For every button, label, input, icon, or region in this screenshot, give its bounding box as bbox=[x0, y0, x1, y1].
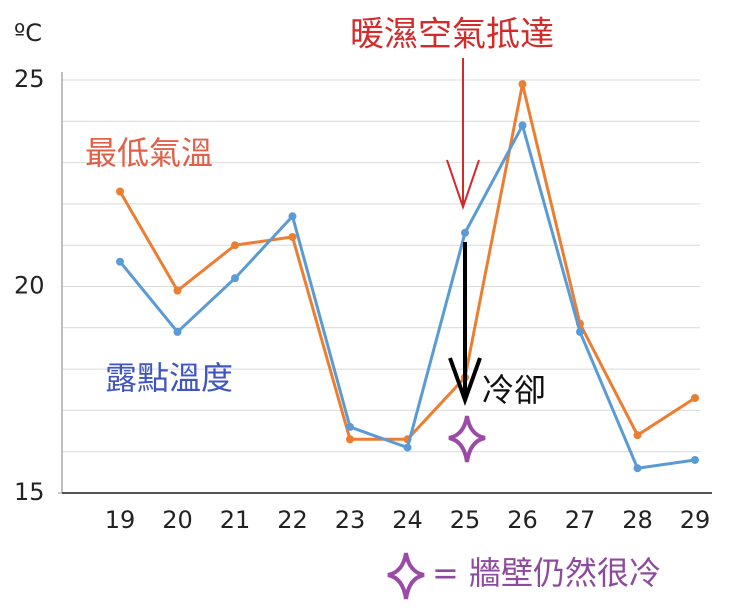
data-point bbox=[288, 232, 297, 241]
unit-label: ºC bbox=[14, 19, 42, 47]
star-marker bbox=[448, 415, 486, 463]
data-point bbox=[576, 327, 584, 336]
y-tick-label: 25 bbox=[14, 65, 45, 93]
data-point bbox=[691, 455, 699, 464]
x-tick-label: 29 bbox=[680, 506, 711, 534]
data-point bbox=[403, 443, 412, 452]
x-tick-label: 24 bbox=[392, 506, 423, 534]
warm-arrowhead bbox=[446, 159, 480, 211]
data-point bbox=[691, 394, 699, 403]
x-tick-label: 23 bbox=[335, 506, 366, 534]
overlay bbox=[387, 58, 486, 600]
data-point bbox=[231, 241, 239, 250]
annotation-warm: 暖濕空氣抵達 bbox=[350, 15, 554, 55]
data-point bbox=[346, 422, 354, 431]
x-tick-label: 22 bbox=[277, 506, 308, 534]
y-tick-label: 20 bbox=[14, 272, 45, 300]
data-point bbox=[633, 464, 642, 473]
data-point bbox=[633, 431, 642, 440]
legend-text: = 牆壁仍然很冷 bbox=[432, 554, 661, 592]
data-point bbox=[173, 286, 182, 295]
x-tick-label: 28 bbox=[622, 506, 653, 534]
y-tick-label: 15 bbox=[14, 478, 45, 506]
data-point bbox=[173, 327, 182, 336]
data-point bbox=[116, 257, 124, 266]
data-point bbox=[116, 187, 124, 196]
x-tick-label: 25 bbox=[450, 506, 481, 534]
series-line bbox=[118, 121, 696, 470]
series-label: 露點溫度 bbox=[105, 359, 233, 397]
data-point bbox=[518, 80, 527, 89]
x-tick-label: 19 bbox=[105, 506, 136, 534]
cool-arrowhead bbox=[448, 357, 482, 406]
data-point bbox=[461, 228, 469, 237]
data-point bbox=[231, 274, 239, 283]
x-tick-label: 20 bbox=[162, 506, 193, 534]
data-point bbox=[346, 435, 354, 444]
annotation-cool: 冷卻 bbox=[482, 371, 546, 409]
x-tick-label: 26 bbox=[507, 506, 538, 534]
x-tick-label: 27 bbox=[565, 506, 596, 534]
data-point bbox=[288, 212, 297, 221]
data-point bbox=[518, 121, 527, 130]
series-label: 最低氣溫 bbox=[85, 134, 213, 172]
x-tick-label: 21 bbox=[220, 506, 251, 534]
legend-star bbox=[387, 552, 425, 600]
